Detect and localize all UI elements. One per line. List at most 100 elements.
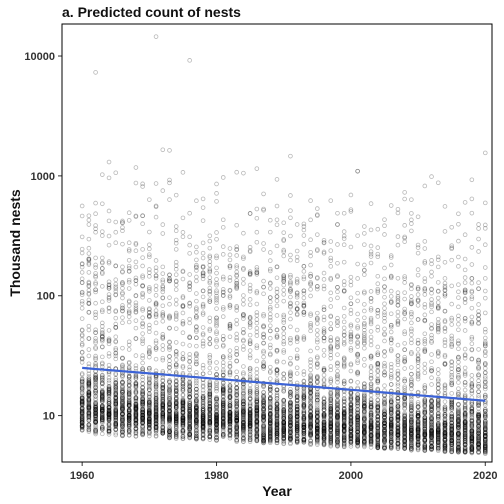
data-point bbox=[100, 334, 105, 340]
data-point bbox=[106, 387, 112, 392]
y-tick-label-10: 10 bbox=[43, 411, 55, 423]
data-point bbox=[247, 355, 253, 361]
data-point bbox=[153, 320, 159, 326]
data-point bbox=[288, 310, 293, 315]
data-point bbox=[79, 393, 85, 398]
data-point bbox=[100, 409, 105, 414]
data-point bbox=[106, 411, 112, 416]
data-point bbox=[147, 246, 152, 252]
data-point bbox=[79, 401, 85, 406]
data-point bbox=[86, 251, 92, 256]
data-point bbox=[93, 404, 98, 410]
data-point bbox=[79, 386, 85, 392]
data-point bbox=[173, 287, 179, 292]
data-point bbox=[79, 423, 85, 429]
data-point bbox=[100, 393, 105, 399]
data-point bbox=[93, 229, 98, 235]
data-point bbox=[106, 208, 112, 214]
data-point bbox=[247, 211, 253, 216]
data-point bbox=[100, 381, 105, 387]
data-point bbox=[308, 237, 313, 243]
data-point bbox=[93, 338, 98, 344]
data-point bbox=[100, 266, 105, 271]
data-point bbox=[100, 411, 105, 416]
data-point bbox=[93, 376, 98, 381]
data-point bbox=[140, 355, 145, 361]
data-point bbox=[147, 289, 152, 294]
data-point bbox=[106, 410, 112, 415]
data-point bbox=[106, 421, 112, 427]
data-point bbox=[100, 394, 105, 399]
data-point bbox=[100, 299, 105, 305]
data-point bbox=[79, 399, 85, 404]
data-point bbox=[79, 420, 85, 426]
data-point bbox=[301, 291, 307, 296]
data-point bbox=[86, 371, 92, 377]
data-point bbox=[100, 404, 105, 409]
data-point bbox=[281, 359, 287, 365]
data-point bbox=[180, 170, 186, 175]
data-point bbox=[106, 413, 112, 418]
data-point bbox=[93, 265, 98, 270]
data-point bbox=[100, 415, 105, 421]
data-point bbox=[86, 382, 92, 387]
data-point bbox=[133, 353, 139, 358]
data-point bbox=[86, 336, 92, 341]
data-point bbox=[93, 415, 98, 420]
data-point bbox=[227, 348, 233, 353]
data-point bbox=[100, 407, 105, 412]
data-point bbox=[93, 309, 98, 315]
data-point bbox=[86, 379, 92, 385]
data-point bbox=[86, 377, 92, 383]
data-point bbox=[79, 332, 85, 338]
data-point bbox=[220, 252, 226, 257]
data-point bbox=[79, 425, 85, 431]
data-point bbox=[93, 424, 98, 430]
data-point bbox=[86, 256, 92, 262]
data-point bbox=[86, 262, 92, 267]
data-point bbox=[86, 405, 92, 411]
data-point bbox=[100, 327, 105, 333]
data-point bbox=[106, 218, 112, 224]
data-point bbox=[160, 271, 166, 276]
chart-title: a. Predicted count of nests bbox=[62, 4, 241, 20]
data-point bbox=[86, 384, 92, 390]
data-point bbox=[100, 413, 105, 419]
data-point bbox=[93, 223, 98, 228]
data-point bbox=[106, 422, 112, 427]
data-point bbox=[267, 250, 273, 255]
data-point bbox=[301, 221, 307, 227]
data-point bbox=[100, 391, 105, 396]
data-point bbox=[100, 384, 105, 390]
data-point bbox=[93, 413, 98, 418]
data-point bbox=[79, 398, 85, 403]
data-point bbox=[241, 364, 246, 369]
data-point bbox=[86, 222, 92, 227]
data-point bbox=[93, 287, 98, 293]
data-point bbox=[93, 426, 98, 432]
data-point bbox=[220, 175, 226, 180]
x-tick-label-1980: 1980 bbox=[204, 470, 228, 482]
data-point bbox=[93, 390, 98, 396]
data-point bbox=[227, 334, 233, 340]
data-point bbox=[93, 385, 98, 390]
data-point bbox=[79, 419, 85, 424]
data-point bbox=[214, 191, 219, 196]
data-point bbox=[79, 276, 85, 282]
data-point bbox=[93, 402, 98, 407]
data-point bbox=[100, 377, 105, 383]
data-point bbox=[321, 372, 327, 378]
data-point bbox=[100, 420, 105, 426]
data-point bbox=[100, 417, 105, 423]
data-point bbox=[301, 269, 307, 274]
data-point bbox=[93, 416, 98, 422]
data-point bbox=[308, 253, 313, 259]
data-point bbox=[106, 175, 112, 181]
data-point bbox=[140, 247, 145, 252]
data-point bbox=[86, 284, 92, 289]
data-point bbox=[79, 397, 85, 403]
data-point bbox=[315, 232, 320, 237]
data-point bbox=[106, 416, 112, 421]
data-point bbox=[133, 248, 139, 254]
